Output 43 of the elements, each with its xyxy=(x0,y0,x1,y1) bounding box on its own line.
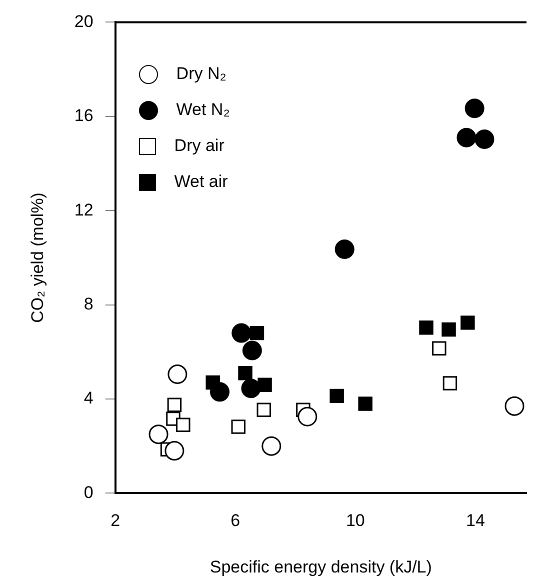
point xyxy=(176,418,190,432)
point xyxy=(167,398,182,412)
y-tick-label: 0 xyxy=(84,482,94,502)
y-tick-label: 12 xyxy=(74,200,94,220)
point xyxy=(231,420,246,434)
y-tick-label: 16 xyxy=(74,106,94,126)
point xyxy=(456,128,476,148)
x-tick-label: 14 xyxy=(466,511,485,530)
x-tick-label: 10 xyxy=(346,511,365,530)
point xyxy=(358,396,372,411)
point xyxy=(464,98,484,118)
legend-label: Dry N₂ xyxy=(176,64,226,84)
point xyxy=(442,322,456,337)
point xyxy=(256,402,271,417)
point xyxy=(474,129,494,149)
point xyxy=(164,441,184,461)
point xyxy=(442,376,458,390)
point xyxy=(460,316,475,330)
point xyxy=(242,340,262,360)
point xyxy=(330,388,344,404)
point xyxy=(210,382,230,402)
y-axis-title: CO₂ yield (mol%) xyxy=(28,192,47,323)
legend-label: Wet N₂ xyxy=(176,100,230,120)
legend-label: Dry air xyxy=(174,136,224,156)
x-tick-label: 2 xyxy=(110,511,120,530)
x-axis-title: Specific energy density (kJ/L) xyxy=(210,557,432,576)
point xyxy=(504,396,524,416)
point xyxy=(241,378,261,398)
y-tick-label: 20 xyxy=(74,12,94,31)
point xyxy=(419,320,434,335)
point xyxy=(298,406,318,426)
x-tick-label: 6 xyxy=(230,511,240,530)
point xyxy=(250,326,264,340)
legend-label: Wet air xyxy=(174,172,228,192)
point xyxy=(334,239,354,259)
point xyxy=(238,366,252,380)
point xyxy=(232,323,252,343)
point xyxy=(432,341,446,356)
y-tick-label: 4 xyxy=(84,388,94,408)
point xyxy=(262,436,282,456)
point xyxy=(168,364,188,384)
point xyxy=(148,424,168,444)
y-tick-label: 8 xyxy=(84,294,94,314)
